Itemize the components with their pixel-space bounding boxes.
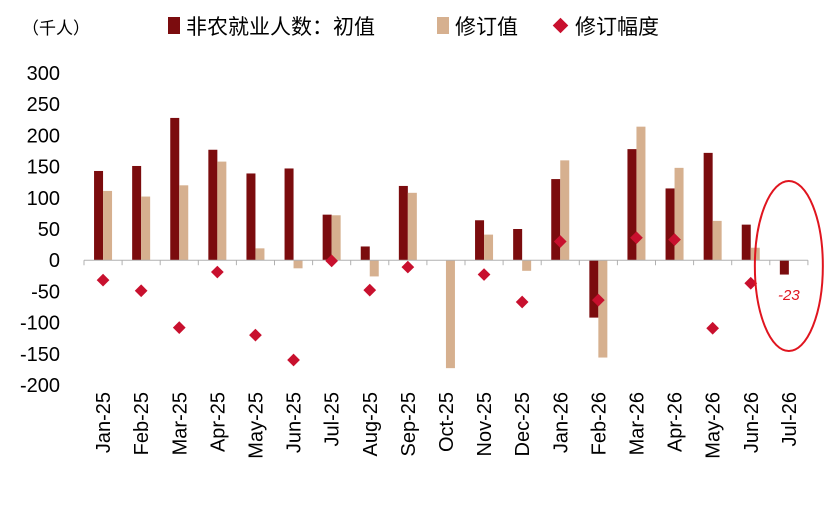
bar-revised-apr-25 — [217, 161, 227, 261]
bar-initial-dec-25 — [513, 229, 523, 261]
x-tick-label-may-26: May-26 — [703, 392, 725, 459]
bar-initial-may-25 — [246, 173, 256, 261]
x-tick-label-feb-26: Feb-26 — [588, 392, 610, 455]
legend-swatch-initial — [168, 17, 180, 34]
x-tick-label-feb-25: Feb-25 — [131, 392, 153, 455]
bar-revised-nov-25 — [484, 234, 494, 261]
bar-revised-feb-26 — [598, 260, 608, 358]
y-tick-label-50: 50 — [38, 219, 60, 241]
y-tick-label-250: 250 — [27, 94, 60, 116]
bar-revised-apr-26 — [674, 167, 684, 261]
annotation: -23 — [753, 180, 824, 352]
bar-revised-sep-25 — [407, 192, 417, 261]
bar-revised-may-25 — [255, 248, 265, 261]
revision-marker-apr-25 — [210, 265, 224, 279]
bar-initial-apr-26 — [665, 188, 675, 261]
bar-revised-jan-26 — [560, 160, 570, 261]
revision-marker-feb-25 — [134, 284, 148, 298]
bar-revised-aug-25 — [369, 260, 379, 277]
bar-revised-may-26 — [712, 220, 722, 261]
revision-marker-jun-25 — [287, 353, 300, 367]
legend-swatch-revised — [437, 17, 449, 34]
x-tick-label-jul-25: Jul-25 — [322, 392, 344, 446]
legend-label-initial: 非农就业人数：初值 — [186, 15, 375, 39]
x-tick-label-dec-25: Dec-25 — [512, 392, 534, 456]
x-tick-label-apr-26: Apr-26 — [665, 392, 687, 452]
revision-marker-dec-25 — [515, 295, 529, 309]
legend-marker-revision — [552, 17, 569, 34]
x-tick-label-jun-26: Jun-26 — [741, 392, 763, 453]
y-tick-label-100: 100 — [27, 188, 60, 210]
x-tick-label-nov-25: Nov-25 — [474, 392, 496, 456]
bar-initial-jul-26 — [779, 260, 789, 275]
revision-marker-may-26 — [706, 321, 720, 335]
bar-initial-feb-25 — [132, 165, 142, 261]
y-tick-label--100: -100 — [20, 313, 60, 335]
revision-marker-sep-25 — [401, 260, 415, 274]
bar-revised-jul-25 — [331, 215, 341, 261]
y-tick-label--200: -200 — [20, 375, 60, 397]
bar-initial-apr-25 — [208, 149, 218, 261]
y-tick-label--150: -150 — [20, 344, 60, 366]
x-tick-label-aug-25: Aug-25 — [360, 392, 382, 457]
unit-label: （千人） — [22, 19, 90, 39]
bar-initial-nov-25 — [475, 220, 485, 261]
bar-initial-feb-26 — [589, 260, 599, 318]
x-tick-label-mar-25: Mar-25 — [169, 392, 191, 455]
bar-initial-jul-25 — [322, 214, 332, 261]
y-tick-label-300: 300 — [27, 63, 60, 85]
bar-revised-dec-25 — [522, 260, 532, 271]
bar-initial-may-26 — [703, 152, 713, 261]
x-tick-label-jun-25: Jun-25 — [284, 392, 306, 453]
legend-label-revision: 修订幅度 — [575, 15, 659, 39]
bar-initial-jan-25 — [94, 170, 104, 261]
x-tick-label-apr-25: Apr-25 — [207, 392, 229, 452]
revision-marker-aug-25 — [363, 283, 377, 297]
x-tick-label-jan-26: Jan-26 — [550, 392, 572, 453]
x-tick-label-jul-26: Jul-26 — [779, 392, 801, 446]
bar-initial-mar-26 — [627, 149, 637, 261]
markers — [96, 231, 758, 367]
bar-revised-mar-26 — [636, 126, 646, 261]
y-tick-label-0: 0 — [49, 250, 60, 272]
x-tick-label-jan-25: Jan-25 — [93, 392, 115, 453]
bar-initial-jan-26 — [551, 179, 561, 261]
annotation-value-label: -23 — [778, 287, 800, 304]
bar-revised-oct-25 — [445, 260, 455, 369]
legend: 非农就业人数：初值 修订值 修订幅度 — [168, 15, 659, 39]
bar-revised-mar-25 — [179, 185, 189, 261]
legend-label-revised: 修订值 — [455, 15, 518, 39]
y-tick-label-150: 150 — [27, 157, 60, 179]
x-tick-label-may-25: May-25 — [245, 392, 267, 459]
y-tick-label-200: 200 — [27, 125, 60, 147]
bar-initial-jun-26 — [741, 224, 751, 261]
bar-revised-jan-25 — [103, 190, 113, 261]
bar-initial-aug-25 — [360, 246, 370, 261]
revision-marker-jan-25 — [96, 273, 110, 287]
revision-marker-nov-25 — [477, 268, 491, 281]
bar-revised-feb-25 — [141, 196, 151, 261]
x-tick-label-mar-26: Mar-26 — [626, 392, 648, 455]
revision-marker-mar-25 — [172, 321, 186, 334]
bar-initial-mar-25 — [170, 117, 180, 261]
y-tick-label--50: -50 — [31, 281, 60, 303]
bar-initial-jun-25 — [284, 168, 294, 261]
y-axis: 300 250 200 150 100 50 0 -50 -100 -150 -200 — [20, 63, 60, 397]
revision-marker-may-25 — [249, 328, 262, 342]
x-axis: Jan-25 Feb-25 Mar-25 Apr-25 May-25 Jun-25 Jul-… — [83, 260, 809, 459]
revision-marker-jul-25 — [325, 254, 339, 268]
x-tick-label-sep-25: Sep-25 — [398, 392, 420, 457]
bar-revised-jun-25 — [293, 260, 303, 269]
bar-initial-sep-25 — [398, 185, 408, 261]
bars — [94, 117, 789, 369]
x-tick-label-oct-25: Oct-25 — [436, 392, 458, 452]
highlight-ellipse — [753, 180, 824, 352]
